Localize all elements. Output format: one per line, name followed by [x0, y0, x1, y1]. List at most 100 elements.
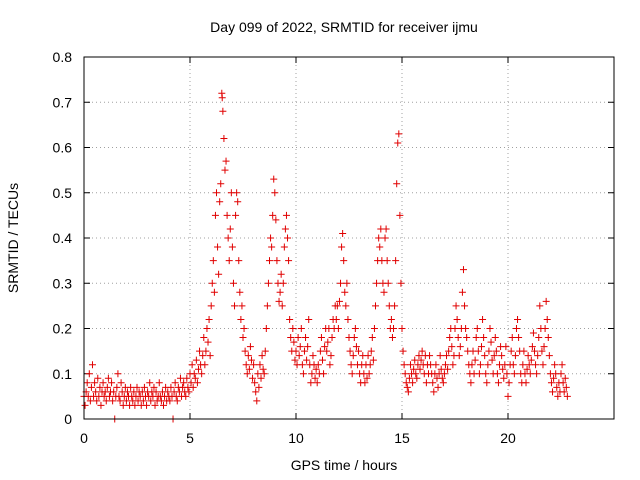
- data-point-marker: [503, 370, 511, 378]
- data-point-marker: [173, 397, 181, 405]
- data-point-marker: [525, 361, 533, 369]
- data-point-marker: [440, 370, 448, 378]
- data-point-marker: [488, 356, 496, 364]
- data-point-marker: [116, 397, 124, 405]
- data-point-marker: [529, 329, 537, 337]
- x-tick-labels: 0 5 10 15 20: [80, 430, 516, 446]
- data-point-marker: [324, 338, 332, 346]
- data-point-marker: [277, 270, 285, 278]
- data-point-marker: [541, 325, 549, 332]
- data-point-marker: [155, 379, 163, 387]
- data-point-marker: [273, 257, 281, 265]
- data-point-marker: [152, 388, 160, 396]
- data-point-marker: [491, 334, 499, 342]
- data-point-marker: [190, 370, 198, 378]
- data-point-marker: [266, 257, 273, 265]
- data-point-marker: [528, 343, 536, 351]
- data-point-marker: [391, 302, 399, 310]
- data-point-marker: [478, 343, 485, 351]
- data-point-marker: [249, 374, 257, 382]
- data-point-marker: [281, 225, 289, 233]
- data-point-marker: [88, 361, 96, 369]
- data-point-marker: [422, 379, 430, 387]
- data-point-marker: [480, 334, 488, 342]
- data-point-marker: [553, 383, 561, 391]
- data-point-marker: [346, 347, 354, 355]
- data-point-marker: [328, 334, 336, 342]
- data-point-marker: [214, 243, 222, 251]
- data-point-marker: [349, 352, 357, 360]
- data-point-marker: [542, 297, 550, 305]
- data-point-marker: [314, 361, 322, 369]
- data-point-marker: [99, 379, 107, 387]
- data-point-marker: [381, 234, 389, 242]
- data-point-marker: [160, 401, 167, 409]
- data-point-marker: [429, 379, 437, 387]
- data-point-marker: [93, 397, 101, 405]
- x-tick-label: 20: [500, 430, 516, 446]
- data-point-marker: [384, 279, 392, 287]
- data-point-marker: [402, 379, 410, 387]
- data-point-marker: [219, 107, 227, 115]
- x-axis-title: GPS time / hours: [291, 457, 398, 473]
- data-point-marker: [393, 180, 401, 188]
- data-point-marker: [500, 374, 508, 382]
- data-point-marker: [446, 334, 454, 342]
- data-point-marker: [507, 347, 515, 355]
- data-point-marker: [524, 352, 532, 360]
- data-point-marker: [189, 383, 197, 391]
- y-tick-label: 0: [64, 411, 72, 427]
- data-point-marker: [563, 392, 571, 400]
- data-point-marker: [413, 374, 421, 382]
- data-point-marker: [392, 257, 400, 265]
- data-point-marker: [97, 401, 105, 409]
- data-point-marker: [562, 383, 570, 391]
- data-point-marker: [298, 361, 306, 369]
- data-point-marker: [292, 347, 300, 355]
- data-point-marker: [348, 370, 356, 378]
- data-point-marker: [540, 343, 548, 351]
- data-point-marker: [561, 374, 569, 382]
- data-point-marker: [258, 352, 266, 360]
- data-point-marker: [508, 334, 516, 342]
- data-point-marker: [208, 279, 216, 287]
- data-point-marker: [103, 383, 111, 391]
- data-point-marker: [171, 379, 179, 387]
- data-point-marker: [365, 370, 373, 378]
- data-point-marker: [191, 374, 199, 382]
- data-point-marker: [270, 175, 278, 183]
- data-point-marker: [240, 325, 248, 332]
- data-point-marker: [225, 257, 233, 265]
- data-point-marker: [533, 370, 541, 378]
- data-point-marker: [122, 397, 130, 405]
- data-point-marker: [445, 347, 453, 355]
- data-point-marker: [412, 370, 420, 378]
- data-point-marker: [86, 397, 94, 405]
- data-point-marker: [290, 338, 298, 346]
- data-point-marker: [102, 397, 110, 405]
- data-point-marker: [399, 347, 407, 355]
- data-point-marker: [484, 361, 492, 369]
- data-point-marker: [342, 302, 350, 310]
- data-point-marker: [416, 365, 424, 373]
- data-point-marker: [243, 370, 251, 378]
- data-point-marker: [549, 388, 557, 396]
- data-point-marker: [334, 325, 342, 332]
- data-point-marker: [241, 347, 249, 355]
- data-point-marker: [323, 347, 331, 355]
- data-point-marker: [307, 379, 315, 387]
- data-point-marker: [289, 325, 297, 332]
- data-point-marker: [394, 139, 402, 147]
- data-point-marker: [209, 257, 217, 265]
- data-point-marker: [140, 383, 148, 391]
- data-point-marker: [196, 347, 204, 355]
- data-point-marker: [312, 365, 320, 373]
- data-point-marker: [514, 315, 522, 323]
- data-point-marker: [257, 374, 265, 382]
- data-point-marker: [343, 279, 351, 287]
- data-point-marker: [439, 379, 447, 387]
- y-tick-label: 0.6: [53, 140, 73, 156]
- y-tick-label: 0.2: [53, 321, 73, 337]
- data-point-marker: [372, 302, 379, 310]
- data-point-marker: [316, 347, 324, 355]
